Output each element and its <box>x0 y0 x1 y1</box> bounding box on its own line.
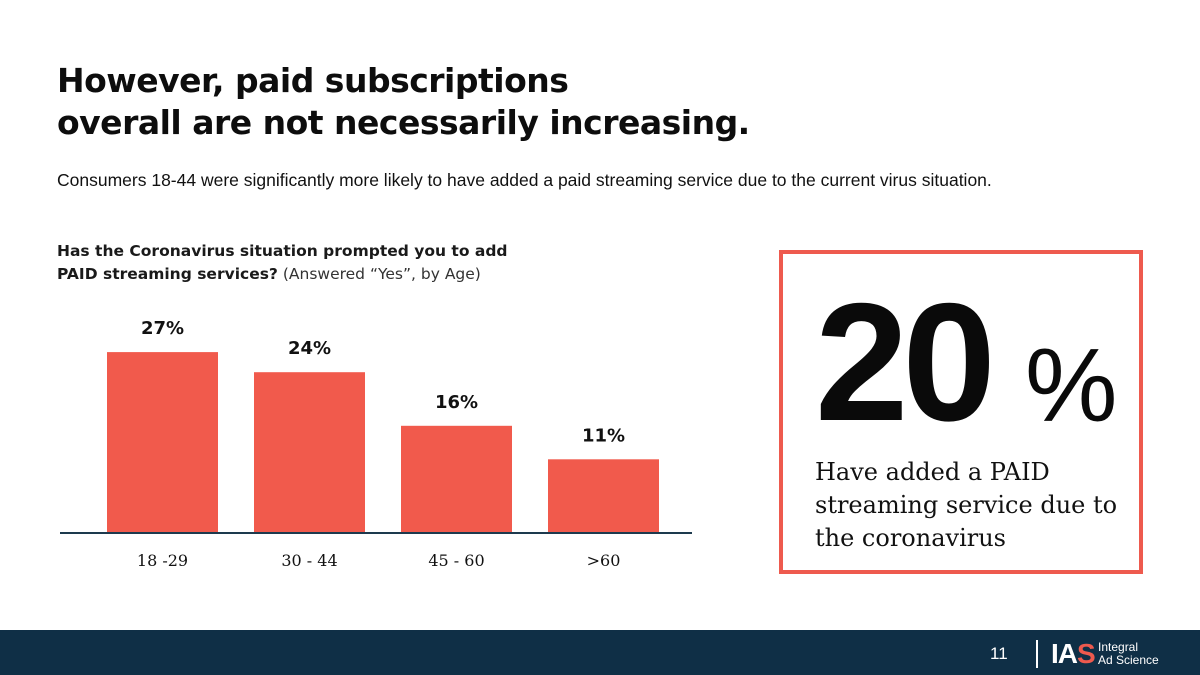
bar-2 <box>254 372 365 533</box>
question-line-1: Has the Coronavirus situation prompted y… <box>57 242 508 260</box>
headline-line-1: However, paid subscriptions <box>57 61 569 100</box>
question-bold-part: PAID streaming services? <box>57 265 278 283</box>
footer-divider <box>1036 640 1038 668</box>
stat-callout: 20 % Have added a PAID streaming service… <box>779 250 1143 574</box>
callout-number: 20 <box>815 268 996 456</box>
chart-question: Has the Coronavirus situation prompted y… <box>57 240 697 286</box>
bar-value-label-4: 11% <box>582 425 625 446</box>
bar-value-label-3: 16% <box>435 392 478 413</box>
bar-chart: 27% 18 -29 24% 30 - 44 16% 45 - 60 11% >60 <box>60 318 692 570</box>
logo-wordmark: Integral Ad Science <box>1098 641 1178 667</box>
bar-value-label-1: 27% <box>141 318 184 339</box>
question-line-2: PAID streaming services? (Answered “Yes”… <box>57 263 697 286</box>
bar-value-label-2: 24% <box>288 338 331 359</box>
logo-word-2: Ad Science <box>1098 653 1159 667</box>
x-tick-label-3: 45 - 60 <box>428 551 484 570</box>
bar-3 <box>401 425 512 533</box>
footer-bar: 11 IAS Integral Ad Science <box>0 630 1200 675</box>
slide-headline: However, paid subscriptions overall are … <box>57 60 1137 144</box>
logo-accent-letter: S <box>1077 638 1096 669</box>
x-tick-label-1: 18 -29 <box>137 551 188 570</box>
page-number: 11 <box>990 644 1008 663</box>
logo-word-1: Integral <box>1098 640 1139 654</box>
callout-text: Have added a PAID streaming service due … <box>815 458 1118 552</box>
x-tick-label-4: >60 <box>587 551 621 570</box>
slide-subtitle: Consumers 18-44 were significantly more … <box>57 170 992 190</box>
ias-logo-mark: IAS <box>1051 638 1096 669</box>
bar-4 <box>548 459 659 533</box>
callout-percent-sign: % <box>1025 328 1118 444</box>
headline-line-2: overall are not necessarily increasing. <box>57 103 750 142</box>
x-tick-label-2: 30 - 44 <box>281 551 337 570</box>
logo-letters: IA <box>1051 638 1078 669</box>
question-suffix: (Answered “Yes”, by Age) <box>277 265 481 283</box>
bar-1 <box>107 352 218 533</box>
